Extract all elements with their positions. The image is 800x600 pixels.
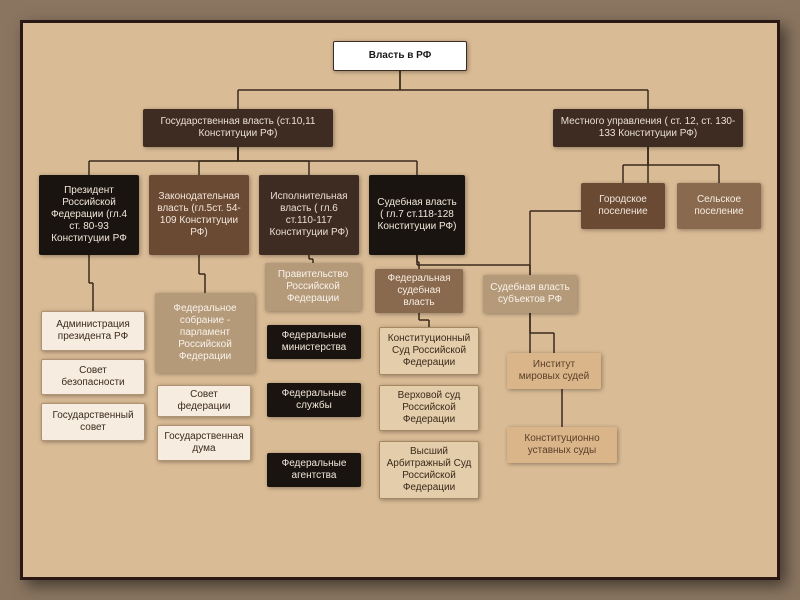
node-rural: Сельское поселение [677, 183, 761, 229]
node-exec: Исполнительная власть ( гл.6 ст.110-117 … [259, 175, 359, 255]
node-judic: Судебная власть ( гл.7 ст.118-128 Консти… [369, 175, 465, 255]
node-president: Президент Российской Федерации (гл.4 ст.… [39, 175, 139, 255]
node-fedsud: Федеральная судебная власть [375, 269, 463, 313]
node-ustav: Конституционно уставных суды [507, 427, 617, 463]
diagram-frame: Власть в РФ Государственная власть (ст.10… [20, 20, 780, 580]
node-gov: Государственная власть (ст.10,11 Констит… [143, 109, 333, 147]
node-sf: Совет федерации [157, 385, 251, 417]
node-sec: Совет безопасности [41, 359, 145, 395]
node-konst: Конституционный Суд Российской Федерации [379, 327, 479, 375]
node-root: Власть в РФ [333, 41, 467, 71]
node-miro: Институт мировых судей [507, 353, 601, 389]
node-stateC: Государственный совет [41, 403, 145, 441]
node-local: Местного управления ( ст. 12, ст. 130-13… [553, 109, 743, 147]
node-fserv: Федеральные службы [267, 383, 361, 417]
node-duma: Государственная дума [157, 425, 251, 461]
node-subsud: Судебная власть субъектов РФ [483, 275, 577, 313]
node-city: Городское поселение [581, 183, 665, 229]
node-fagen: Федеральные агентства [267, 453, 361, 487]
node-assembly: Федеральное собрание - парламент Российс… [155, 293, 255, 373]
node-legis: Законодательная власть (гл.5ст. 54-109 К… [149, 175, 249, 255]
node-govt: Правительство Российской Федерации [265, 263, 361, 311]
node-admin: Администрация президента РФ [41, 311, 145, 351]
node-verkh: Верховой суд Российской Федерации [379, 385, 479, 431]
node-fmin: Федеральные министерства [267, 325, 361, 359]
node-arbit: Высший Арбитражный Суд Российской Федера… [379, 441, 479, 499]
